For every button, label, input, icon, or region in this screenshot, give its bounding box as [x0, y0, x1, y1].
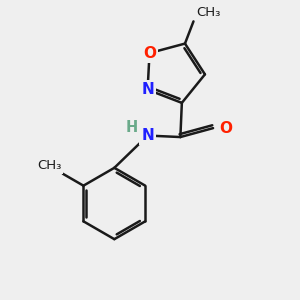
Text: N: N [141, 128, 154, 143]
Text: O: O [143, 46, 156, 61]
Text: O: O [220, 121, 232, 136]
Text: CH₃: CH₃ [196, 6, 220, 19]
Text: CH₃: CH₃ [37, 159, 62, 172]
Text: N: N [141, 82, 154, 97]
Text: H: H [125, 120, 137, 135]
